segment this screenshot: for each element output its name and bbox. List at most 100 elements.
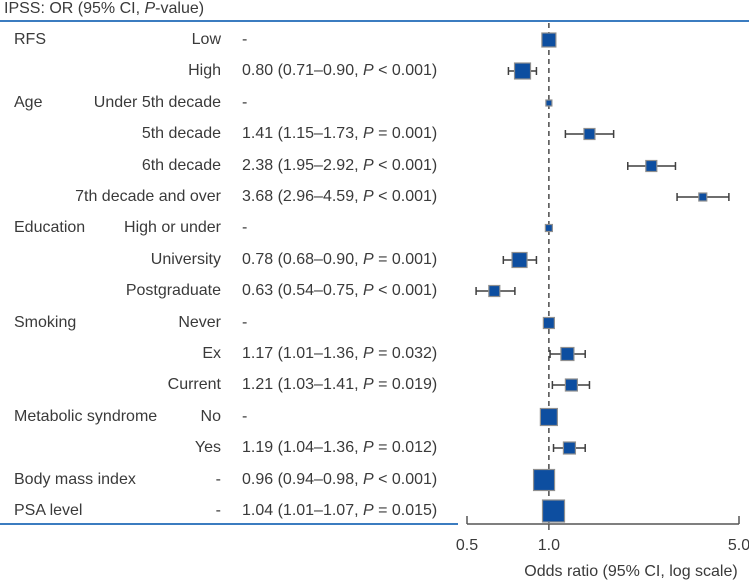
or-ci-value-post: < 0.001) [373,157,438,174]
level-label: 6th decade [141,157,221,174]
table-row: Current 1.21 (1.03–1.41, P = 0.019) [0,369,460,401]
or-ci-value-pre: 0.78 (0.68–0.90, [242,251,363,268]
or-ci-value: 1.21 (1.03–1.41, P = 0.019) [242,369,437,401]
or-marker [513,62,532,80]
or-marker [645,159,658,173]
or-ci-value-pre: 1.17 (1.01–1.36, [242,345,363,362]
or-ci-value: 0.80 (0.71–0.90, P < 0.001) [242,55,437,87]
or-marker [545,99,553,107]
x-axis-title: Odds ratio (95% CI, log scale) [524,563,738,580]
or-ci-value-pre: 0.63 (0.54–0.75, [242,282,363,299]
or-ci-value-post: = 0.019) [373,376,438,393]
or-marker [544,223,553,233]
group-label: Metabolic syndrome [14,408,158,425]
p-italic: P [362,502,374,519]
group-label: Body mass index [14,471,136,488]
figure-title-p-italic: P [144,0,156,17]
figure-title-post: -value) [155,0,205,17]
or-marker [532,468,556,492]
or-ci-value: 3.68 (2.96–4.59, P < 0.001) [242,181,437,213]
or-ci-value-pre: - [242,219,248,236]
or-ci-value-post: = 0.001) [373,251,438,268]
or-ci-value-pre: 1.19 (1.04–1.36, [242,439,363,456]
level-label: Low [191,31,221,48]
or-ci-value: - [242,87,247,119]
or-marker [541,32,557,48]
or-ci-value: - [242,401,247,433]
figure-title: IPSS: OR (95% CI, P-value) [4,0,204,18]
or-ci-value: - [242,24,247,56]
or-ci-value-post: = 0.015) [373,502,438,519]
or-marker [542,316,555,330]
group-label: Age [14,94,43,111]
or-ci-value: 1.17 (1.01–1.36, P = 0.032) [242,338,437,370]
table-row: Smoking Never - [0,307,460,339]
table-row: Metabolic syndrome No - [0,401,460,433]
or-ci-value-post: < 0.001) [373,188,438,205]
or-marker [564,378,578,392]
table-row: Age Under 5th decade - [0,87,460,119]
p-italic: P [362,439,374,456]
p-italic: P [362,251,374,268]
table-row: Body mass index - 0.96 (0.94–0.98, P < 0.0… [0,464,460,496]
x-axis-tick-label: 5.0 [727,537,749,554]
or-ci-value: 1.04 (1.01–1.07, P = 0.015) [242,495,437,527]
or-ci-value-pre: - [242,31,248,48]
or-marker [488,284,501,298]
group-label: Education [14,219,86,236]
or-ci-value-pre: 0.96 (0.94–0.98, [242,471,363,488]
p-italic: P [362,157,374,174]
level-label: - [215,471,221,488]
x-axis-tick-label: 0.5 [455,537,479,554]
p-italic: P [362,376,374,393]
or-ci-value-pre: 0.80 (0.71–0.90, [242,62,363,79]
or-ci-value-post: < 0.001) [373,62,438,79]
or-ci-value-post: < 0.001) [373,282,438,299]
level-label: High or under [124,219,221,236]
group-label: RFS [14,31,46,48]
top-divider-line [0,20,749,22]
or-ci-value: - [242,307,247,339]
level-label: 7th decade and over [75,188,221,205]
or-ci-value-post: = 0.012) [373,439,438,456]
p-italic: P [362,125,374,142]
or-ci-value: 1.19 (1.04–1.36, P = 0.012) [242,432,437,464]
bottom-divider-line [0,523,458,525]
table-row: 7th decade and over 3.68 (2.96–4.59, P < … [0,181,460,213]
figure-title-pre: IPSS: OR (95% CI, [4,0,145,17]
table-row: 6th decade 2.38 (1.95–2.92, P < 0.001) [0,150,460,182]
level-label: Ex [202,345,221,362]
level-label: Never [178,314,221,331]
or-ci-value-pre: 1.41 (1.15–1.73, [242,125,363,142]
or-marker [511,251,528,269]
table-row: High 0.80 (0.71–0.90, P < 0.001) [0,55,460,87]
or-marker [583,127,596,141]
p-italic: P [362,345,374,362]
level-label: - [215,502,221,519]
table-row: Postgraduate 0.63 (0.54–0.75, P < 0.001) [0,275,460,307]
or-ci-value-pre: - [242,408,248,425]
or-ci-value: 1.41 (1.15–1.73, P = 0.001) [242,118,437,150]
level-label: Under 5th decade [93,94,221,111]
or-marker [539,407,558,427]
or-ci-value-pre: 3.68 (2.96–4.59, [242,188,363,205]
table-row: RFS Low - [0,24,460,56]
table-row: 5th decade 1.41 (1.15–1.73, P = 0.001) [0,118,460,150]
or-ci-value: 2.38 (1.95–2.92, P < 0.001) [242,150,437,182]
or-ci-value-pre: 1.04 (1.01–1.07, [242,502,363,519]
or-marker [541,499,566,523]
or-ci-value-pre: - [242,94,248,111]
p-italic: P [362,282,374,299]
or-ci-value: 0.63 (0.54–0.75, P < 0.001) [242,275,437,307]
level-label: University [150,251,221,268]
level-label: Yes [194,439,221,456]
or-marker [562,441,577,455]
level-label: 5th decade [141,125,221,142]
or-ci-value-post: = 0.032) [373,345,438,362]
table-row: Ex 1.17 (1.01–1.36, P = 0.032) [0,338,460,370]
level-label: No [200,408,221,425]
group-label: PSA level [14,502,83,519]
table-row: PSA level - 1.04 (1.01–1.07, P = 0.015) [0,495,460,527]
